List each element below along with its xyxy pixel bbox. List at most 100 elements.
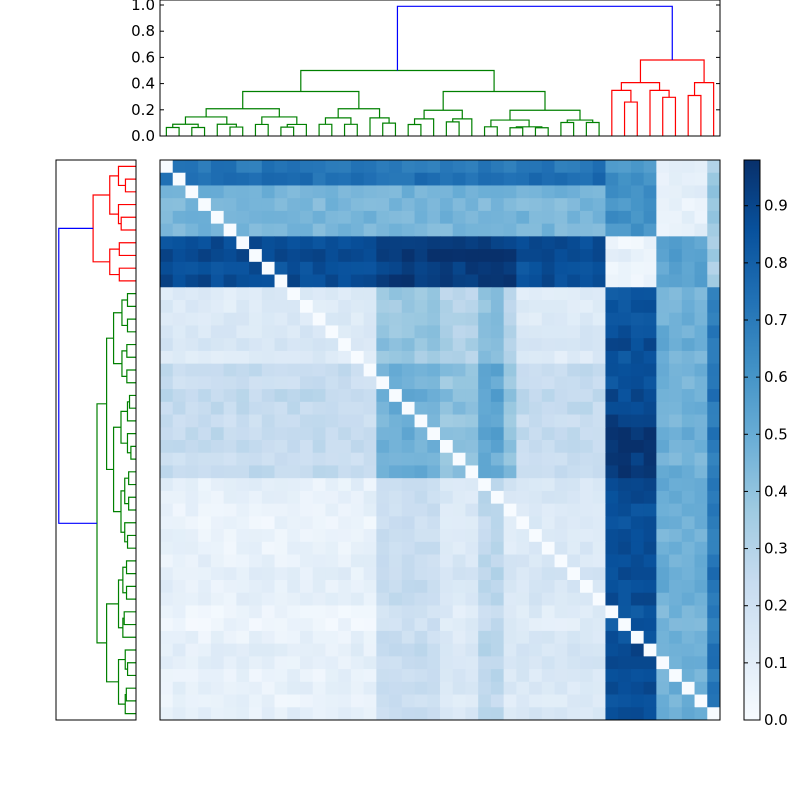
heatmap-cell (325, 338, 339, 352)
heatmap-cell (210, 592, 225, 606)
heatmap-cell (287, 338, 301, 352)
heatmap-cell (210, 261, 225, 275)
dendrogram-link (112, 426, 121, 513)
heatmap-cell (681, 198, 695, 212)
heatmap-cell (529, 503, 543, 517)
heatmap-cell (223, 681, 237, 695)
dendrogram-link (125, 585, 136, 600)
heatmap-cell (656, 160, 670, 174)
heatmap-cell (618, 160, 632, 174)
heatmap-cell (516, 490, 530, 505)
heatmap-cell (363, 376, 377, 390)
heatmap-cell (160, 325, 174, 339)
heatmap-cell (669, 376, 683, 390)
heatmap-cell (312, 249, 326, 263)
heatmap-cell (236, 440, 250, 454)
heatmap-cell (223, 274, 237, 288)
heatmap-cell (338, 198, 352, 212)
heatmap-cell (236, 312, 250, 326)
heatmap-cell (567, 261, 581, 275)
heatmap-cell (160, 529, 174, 543)
heatmap-cell (529, 223, 543, 237)
heatmap-cell (529, 274, 543, 288)
heatmap-cell (630, 630, 645, 645)
heatmap-cell (401, 414, 415, 428)
heatmap-cell (223, 452, 237, 466)
heatmap-cell (478, 160, 492, 174)
heatmap-cell (312, 618, 326, 632)
heatmap-cell (516, 160, 530, 174)
heatmap-cell (541, 338, 555, 352)
heatmap-cell (516, 694, 530, 708)
heatmap-cell (478, 274, 492, 288)
heatmap-cell (580, 312, 594, 326)
heatmap-cell (478, 681, 492, 695)
heatmap-cell (656, 681, 670, 695)
dendrogram-link (423, 109, 463, 119)
heatmap-cell (681, 554, 695, 568)
heatmap-cell (350, 707, 365, 721)
heatmap-cell (172, 427, 186, 441)
heatmap-cell (592, 452, 606, 466)
heatmap-cell (185, 452, 199, 466)
heatmap-cell (541, 389, 555, 403)
heatmap-cell (376, 618, 390, 632)
heatmap-cell (592, 440, 606, 454)
heatmap-cell (707, 643, 721, 657)
heatmap-cell (300, 580, 314, 594)
heatmap-cell (580, 376, 594, 390)
heatmap-cell (490, 401, 505, 415)
heatmap-cell (567, 630, 581, 645)
heatmap-cell (363, 516, 377, 530)
heatmap-cell (401, 605, 415, 619)
heatmap-cell (172, 325, 186, 339)
heatmap-cell (694, 363, 708, 377)
heatmap-cell (554, 656, 568, 670)
heatmap-cell (172, 681, 186, 695)
heatmap-cell (465, 618, 479, 632)
heatmap-cell (325, 223, 339, 237)
heatmap-cell (681, 605, 695, 619)
heatmap-cell (592, 338, 606, 352)
heatmap-cell (376, 312, 390, 326)
heatmap-cell (465, 516, 479, 530)
heatmap-cell (465, 210, 479, 225)
heatmap-cell (363, 681, 377, 695)
heatmap-cell (592, 503, 606, 517)
heatmap-cell (376, 541, 390, 555)
heatmap-cell (198, 669, 212, 683)
heatmap-cell (414, 605, 428, 619)
heatmap-cell (389, 592, 403, 606)
heatmap-cell (465, 350, 479, 365)
heatmap-cell (681, 440, 695, 454)
heatmap-cell (707, 198, 721, 212)
heatmap-cell (440, 210, 454, 225)
heatmap-cell (529, 401, 543, 415)
heatmap-cell (656, 503, 670, 517)
heatmap-cell (707, 478, 721, 492)
heatmap-cell (350, 630, 365, 645)
heatmap-cell (312, 592, 326, 606)
heatmap-cell (605, 592, 619, 606)
heatmap-cell (452, 452, 466, 466)
heatmap-cell (529, 261, 543, 275)
heatmap-cell (681, 427, 695, 441)
heatmap-cell (363, 503, 377, 517)
heatmap-cell (198, 452, 212, 466)
heatmap-cell (363, 490, 377, 505)
heatmap-cell (350, 592, 365, 606)
heatmap-cell (249, 656, 263, 670)
heatmap-cell (580, 643, 594, 657)
heatmap-cell (300, 490, 314, 505)
heatmap-cell (325, 350, 339, 365)
heatmap-cell (554, 172, 568, 186)
heatmap-cell (376, 338, 390, 352)
heatmap-cell (516, 389, 530, 403)
heatmap-cell (172, 210, 186, 225)
heatmap-cell (440, 618, 454, 632)
heatmap-cell (198, 554, 212, 568)
heatmap-cell (630, 567, 645, 581)
heatmap-cell (401, 669, 415, 683)
dendrogram-link (280, 126, 295, 136)
heatmap-cell (516, 249, 530, 263)
